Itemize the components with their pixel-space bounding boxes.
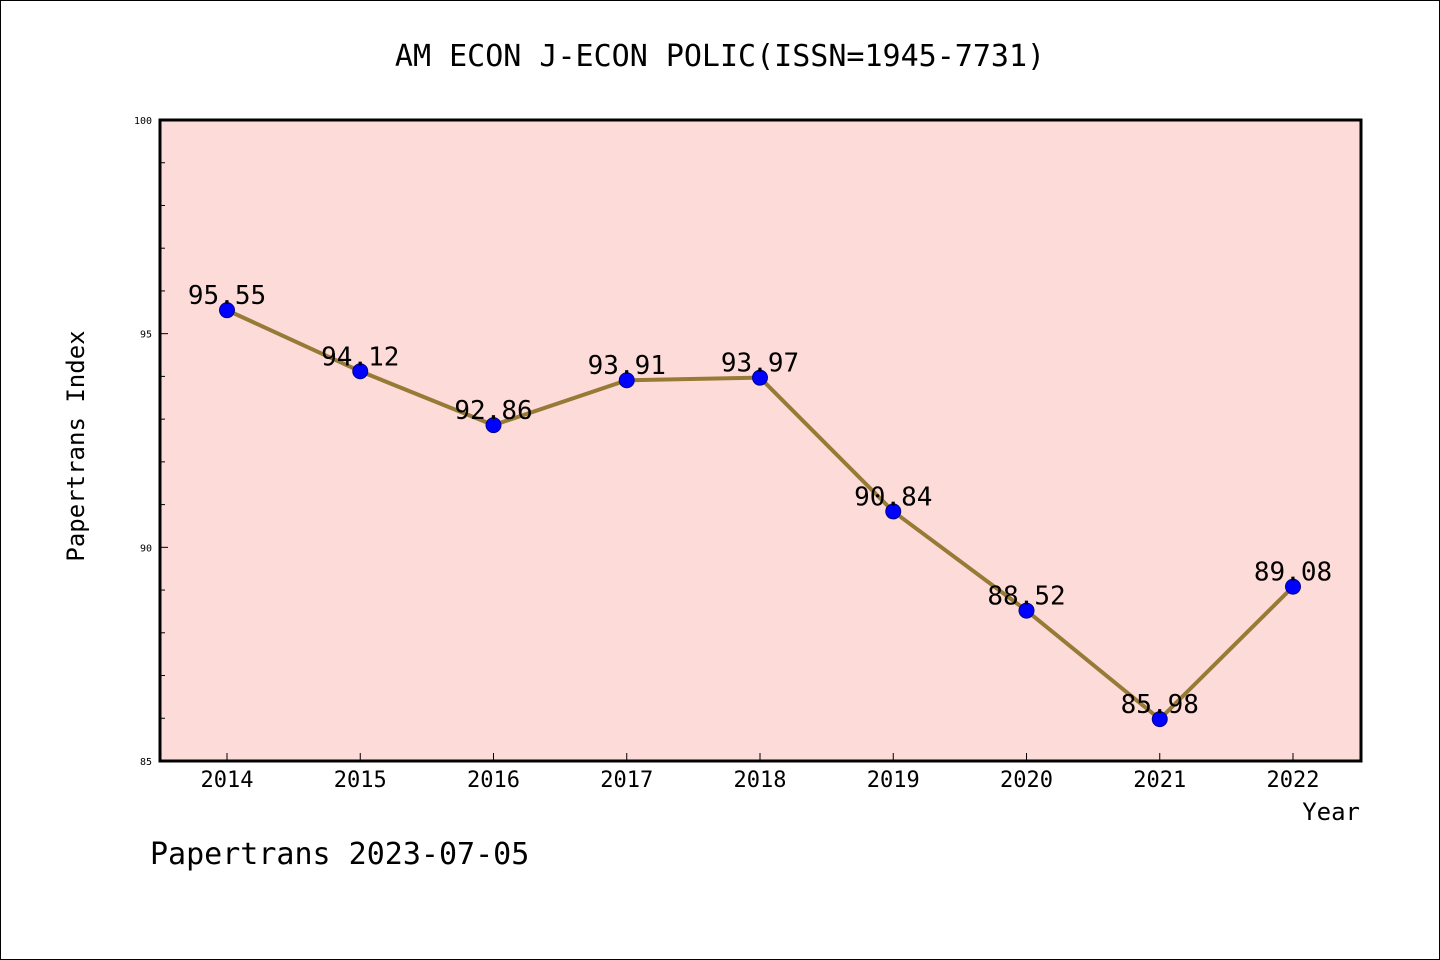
x-tick-label: 2014: [201, 768, 254, 793]
data-point: [219, 302, 235, 319]
data-label: 88.52: [987, 582, 1065, 612]
data-labels: 95.55 94.12 92.86 93.91 93.97 90.84 88.52 85.98…: [188, 281, 1332, 720]
plot-area: [160, 120, 1361, 761]
footer-stamp: Papertrans 2023-07-05: [150, 837, 529, 872]
data-point: [618, 372, 635, 389]
data-point: [752, 369, 768, 386]
data-label: 94.12: [321, 342, 399, 372]
y-tick-label: 95: [140, 330, 152, 341]
data-label: 95.55: [188, 281, 266, 311]
y-tick-label: 90: [140, 543, 152, 554]
data-point: [352, 363, 369, 380]
y-tick-label: 100: [134, 116, 152, 127]
y-axis-label: Papertrans Index: [62, 330, 90, 561]
data-point: [1018, 602, 1035, 619]
x-tick-label: 2022: [1267, 768, 1320, 793]
x-tick-label: 2021: [1133, 768, 1186, 793]
chart-title: AM ECON J-ECON POLIC(ISSN=1945-7731): [395, 39, 1045, 74]
x-tick-label: 2016: [467, 768, 520, 793]
data-point: [1151, 711, 1168, 728]
data-label: 92.86: [454, 396, 532, 426]
data-label: 93.91: [588, 351, 666, 381]
data-point: [485, 417, 502, 434]
data-point: [885, 503, 902, 520]
x-tick-label: 2017: [600, 768, 653, 793]
x-tick-label: 2019: [867, 768, 920, 793]
plot-border: [158, 118, 1363, 763]
x-tick-label: 2020: [1000, 768, 1053, 793]
x-axis: 2014 2015 2016 2017 2018 2019 2020 2021 2022: [201, 753, 1320, 793]
data-label: 90.84: [854, 482, 932, 512]
x-tick-label: 2015: [334, 768, 387, 793]
data-point: [1285, 578, 1301, 595]
x-tick-label: 2018: [734, 768, 787, 793]
y-tick-label: 85: [140, 757, 152, 768]
x-axis-label: Year: [1302, 798, 1360, 826]
data-points: [219, 302, 1301, 728]
data-label: 93.97: [721, 349, 799, 379]
data-label: 85.98: [1121, 690, 1199, 720]
data-label: 89.08: [1254, 558, 1332, 588]
